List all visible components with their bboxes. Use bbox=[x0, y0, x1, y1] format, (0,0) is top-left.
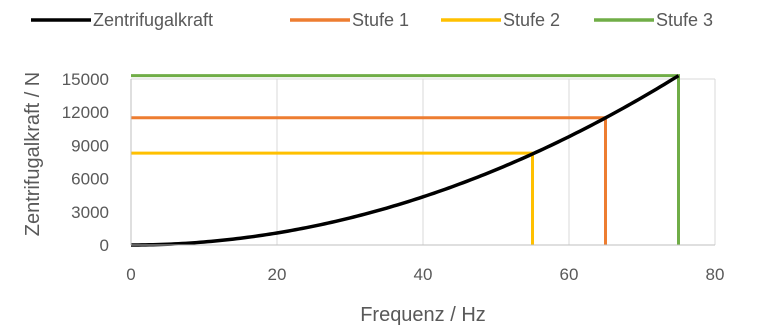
y-tick-label: 0 bbox=[100, 236, 109, 255]
y-tick-label: 3000 bbox=[71, 203, 109, 222]
y-tick-label: 15000 bbox=[62, 70, 109, 89]
y-tick-label: 6000 bbox=[71, 170, 109, 189]
x-tick-label: 0 bbox=[126, 265, 135, 284]
y-axis-title: Zentrifugalkraft / N bbox=[22, 72, 44, 237]
legend-label: Stufe 1 bbox=[352, 10, 409, 30]
series-line-stufe-3 bbox=[131, 74, 680, 245]
x-axis-title: Frequenz / Hz bbox=[360, 304, 486, 326]
legend: Zentrifugalkraft Stufe 1 Stufe 2 Stufe 3 bbox=[31, 10, 713, 30]
y-tick-label: 12000 bbox=[62, 103, 109, 122]
x-tick-label: 60 bbox=[560, 265, 579, 284]
axes bbox=[130, 79, 715, 246]
series-line-stufe-2 bbox=[131, 151, 534, 245]
series-line-zentrifugalkraft bbox=[130, 74, 680, 247]
legend-label: Zentrifugalkraft bbox=[93, 10, 213, 30]
series-line-stufe-1 bbox=[131, 116, 607, 245]
x-tick-label: 20 bbox=[268, 265, 287, 284]
legend-label: Stufe 2 bbox=[503, 10, 560, 30]
x-tick-label: 80 bbox=[706, 265, 725, 284]
ticks: 0 20 40 60 80 0 3000 6000 9000 12000 15000 bbox=[62, 70, 725, 284]
series-layer bbox=[130, 74, 680, 247]
legend-label: Stufe 3 bbox=[656, 10, 713, 30]
y-tick-label: 9000 bbox=[71, 136, 109, 155]
x-tick-label: 40 bbox=[414, 265, 433, 284]
